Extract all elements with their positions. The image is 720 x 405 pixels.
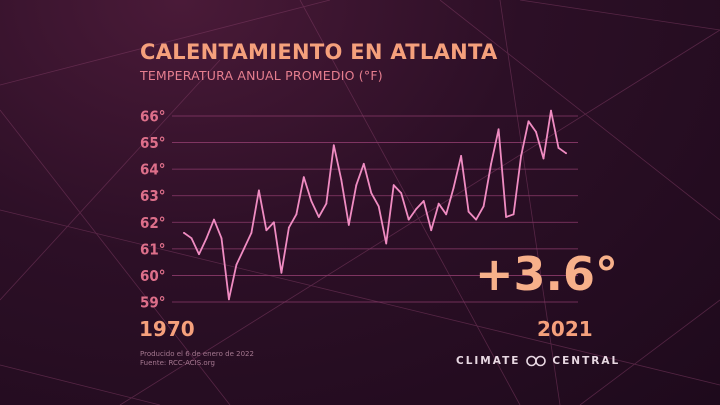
chart-title: CALENTAMIENTO EN ATLANTA xyxy=(140,40,498,64)
data-point xyxy=(520,154,522,157)
data-point xyxy=(235,263,238,266)
brand-word-1: CLIMATE xyxy=(456,355,521,367)
data-point xyxy=(228,298,230,301)
data-point xyxy=(437,202,440,205)
x-start-label: 1970 xyxy=(139,317,195,341)
y-tick-label: 61° xyxy=(140,240,166,258)
data-point xyxy=(213,218,215,221)
data-point xyxy=(407,218,410,221)
data-point xyxy=(205,237,208,240)
data-point xyxy=(460,154,463,157)
data-point xyxy=(385,242,388,245)
footer-produced: Producido el 6 de enero de 2022 xyxy=(140,350,254,358)
footer-source: Fuente: RCC-ACIS.org xyxy=(140,359,215,367)
data-point xyxy=(377,205,380,208)
data-point xyxy=(490,162,492,165)
y-tick-label: 59° xyxy=(140,294,166,312)
data-point xyxy=(220,237,223,240)
temperature-series-line xyxy=(183,109,567,301)
data-point xyxy=(183,232,185,234)
data-point xyxy=(550,109,552,112)
data-point xyxy=(565,152,567,155)
data-point xyxy=(557,146,560,149)
data-point xyxy=(310,200,313,202)
change-label: +3.6° xyxy=(475,247,618,301)
data-point xyxy=(422,200,425,202)
data-point xyxy=(347,224,350,226)
data-point xyxy=(512,213,515,216)
data-point xyxy=(340,178,343,181)
data-point xyxy=(452,186,455,189)
data-point xyxy=(272,221,275,224)
data-point xyxy=(415,208,418,210)
data-point xyxy=(295,213,298,216)
data-point xyxy=(392,184,395,186)
data-point xyxy=(198,253,200,256)
data-point xyxy=(190,237,193,240)
grid-layer xyxy=(172,115,578,303)
data-point xyxy=(355,184,358,186)
data-point xyxy=(332,144,335,147)
data-point xyxy=(287,226,290,229)
data-point xyxy=(362,162,365,165)
data-point xyxy=(430,229,433,232)
data-point xyxy=(400,192,403,194)
data-point xyxy=(527,120,530,123)
y-tick-label: 64° xyxy=(140,161,166,179)
chart-subtitle: TEMPERATURA ANUAL PROMEDIO (°F) xyxy=(140,68,383,83)
data-point-layer xyxy=(183,109,567,301)
data-point xyxy=(325,202,328,205)
data-point xyxy=(280,271,283,274)
data-point xyxy=(445,213,448,216)
infinity-logo-icon xyxy=(526,355,547,367)
y-tick-layer: 59° 60° 61° 62° 63° 64° 65° 66° xyxy=(140,108,166,312)
data-point xyxy=(542,157,545,160)
data-point xyxy=(370,192,373,194)
data-point xyxy=(258,189,260,192)
x-end-label: 2021 xyxy=(537,317,593,341)
y-tick-label: 66° xyxy=(140,108,166,126)
data-point xyxy=(505,216,507,218)
data-point xyxy=(467,210,470,213)
data-point xyxy=(535,131,537,133)
data-point xyxy=(250,232,253,234)
data-point xyxy=(475,218,478,221)
data-point xyxy=(317,216,320,218)
data-point xyxy=(302,176,305,179)
data-point xyxy=(243,247,245,250)
y-tick-label: 62° xyxy=(140,214,166,232)
brand-word-2: CENTRAL xyxy=(552,355,621,367)
data-point xyxy=(497,128,500,131)
data-point xyxy=(482,205,485,208)
data-point xyxy=(265,229,268,232)
brand-logo: CLIMATE CENTRAL xyxy=(456,355,620,367)
y-tick-label: 60° xyxy=(140,267,166,285)
y-tick-label: 65° xyxy=(140,134,166,152)
y-tick-label: 63° xyxy=(140,187,166,205)
